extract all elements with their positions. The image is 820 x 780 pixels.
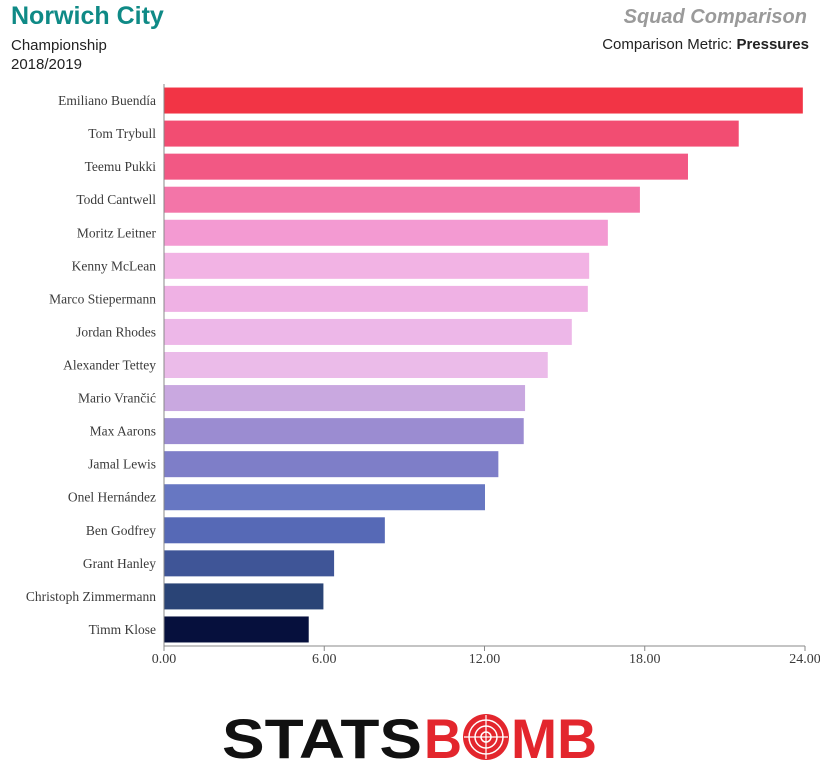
bar [164, 484, 485, 511]
category-label: Tom Trybull [88, 126, 156, 141]
category-label: Kenny McLean [72, 258, 157, 273]
category-label: Ben Godfrey [86, 523, 156, 538]
category-label: Jamal Lewis [88, 457, 156, 472]
metric-name: Pressures [736, 36, 809, 53]
x-tick-label: 24.00 [789, 652, 820, 667]
bar [164, 583, 324, 610]
bar-chart: Emiliano Buendía Tom Trybull Teemu Pukki To… [26, 84, 820, 667]
metric-prefix: Comparison Metric: [602, 36, 733, 53]
bar [164, 87, 803, 114]
bar [164, 418, 524, 445]
category-label: Christoph Zimmermann [26, 589, 156, 604]
bar [164, 285, 588, 312]
metric-line: Comparison Metric: Pressures [602, 36, 809, 53]
x-tick-label: 0.00 [152, 652, 177, 667]
team-name: Norwich City [11, 2, 164, 30]
category-label: Teemu Pukki [85, 159, 157, 174]
bar [164, 153, 688, 180]
x-tick-label: 18.00 [629, 652, 661, 667]
logo-mb-text: MB [511, 707, 597, 770]
category-label: Timm Klose [89, 622, 156, 637]
bar [164, 385, 526, 412]
category-label: Grant Hanley [83, 556, 156, 571]
category-label: Max Aarons [90, 424, 156, 439]
bar [164, 451, 499, 478]
category-label: Mario Vrančić [78, 391, 156, 406]
logo-stats-text: STATS [222, 707, 422, 770]
category-label: Onel Hernández [68, 490, 156, 505]
bar [164, 219, 608, 246]
bar [164, 616, 309, 643]
x-tick-label: 12.00 [469, 652, 501, 667]
competition-info: Championship 2018/2019 [11, 36, 107, 74]
category-label: Todd Cantwell [76, 192, 156, 207]
bar [164, 517, 385, 544]
bar [164, 318, 572, 345]
competition-name: Championship [11, 37, 107, 54]
category-label: Moritz Leitner [77, 225, 157, 240]
comparison-title: Squad Comparison [623, 6, 807, 28]
bar [164, 352, 548, 378]
logo-target-icon [463, 714, 509, 760]
bars-group [164, 87, 803, 643]
bar [164, 186, 640, 213]
bar [164, 252, 590, 279]
season: 2018/2019 [11, 56, 82, 73]
category-label: Alexander Tettey [63, 358, 156, 373]
category-labels: Emiliano Buendía Tom Trybull Teemu Pukki To… [26, 93, 157, 637]
category-label: Marco Stiepermann [49, 291, 156, 306]
x-axis-ticks: 0.00 6.00 12.00 18.00 24.00 [152, 646, 820, 667]
bar [164, 120, 739, 147]
statsbomb-logo: STATS B MB [222, 707, 597, 770]
category-label: Jordan Rhodes [76, 324, 156, 339]
x-tick-label: 6.00 [312, 652, 337, 667]
category-label: Emiliano Buendía [58, 93, 156, 108]
bar [164, 550, 335, 577]
logo-b-text: B [424, 707, 462, 770]
